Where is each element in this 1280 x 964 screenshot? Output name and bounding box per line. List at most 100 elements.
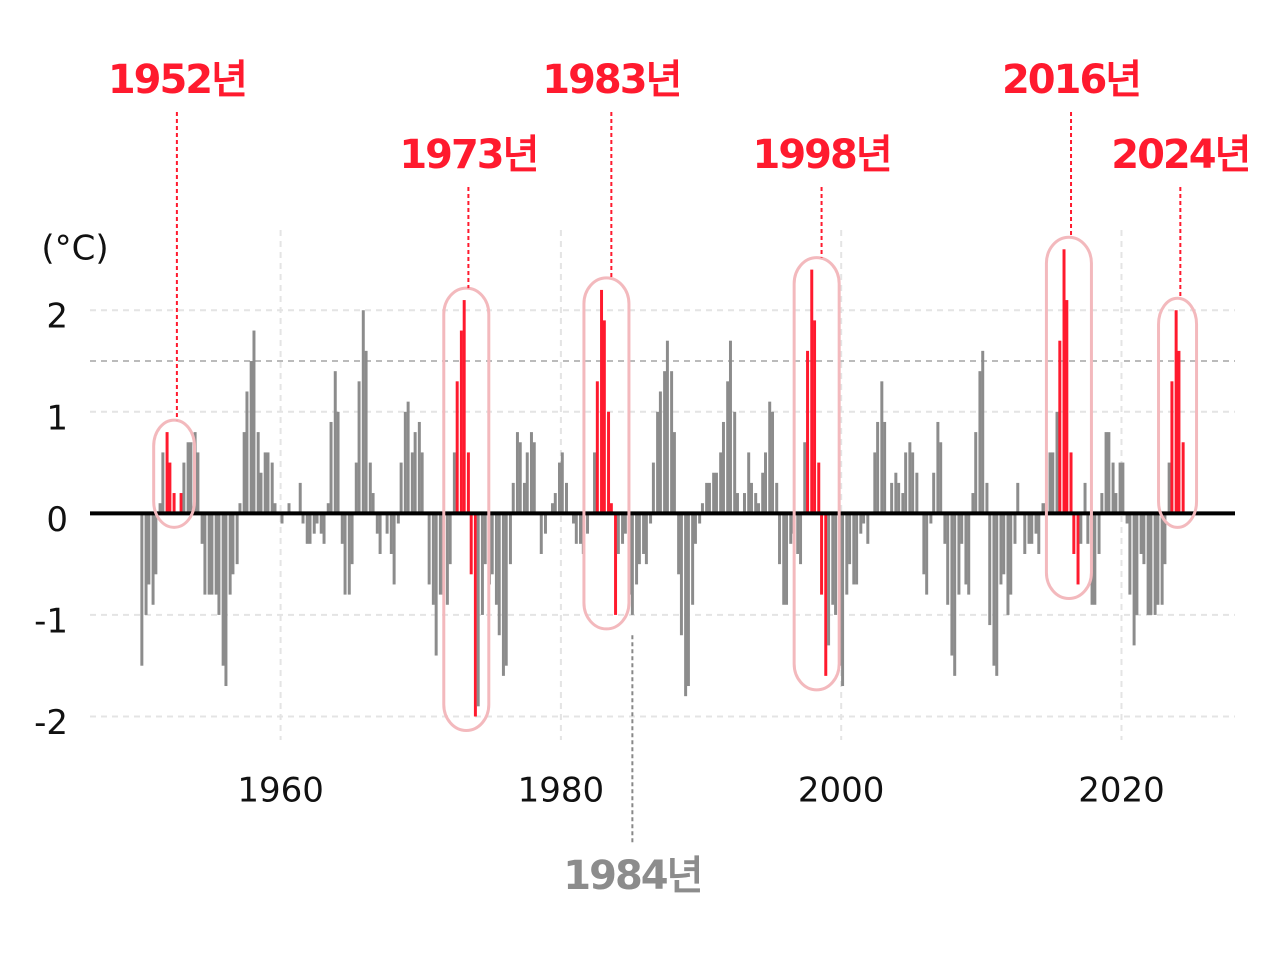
- unit-label: (°C): [41, 229, 108, 269]
- bar: [574, 513, 578, 544]
- bar: [270, 462, 274, 514]
- bar: [883, 421, 887, 514]
- bar: [831, 513, 835, 605]
- bar: [932, 472, 936, 514]
- bar: [1135, 513, 1139, 615]
- bar: [455, 381, 459, 514]
- bar: [1062, 249, 1066, 514]
- bar: [672, 432, 676, 514]
- bar: [925, 513, 929, 595]
- bar: [312, 513, 316, 534]
- bar: [1167, 462, 1171, 514]
- bar: [151, 513, 155, 605]
- bar: [616, 513, 620, 554]
- bar: [221, 513, 225, 666]
- bar: [483, 513, 487, 565]
- bar: [775, 482, 779, 514]
- bar: [165, 432, 169, 514]
- bar: [813, 320, 817, 514]
- bar: [992, 513, 996, 666]
- bar: [245, 391, 249, 514]
- bar: [1079, 513, 1083, 544]
- bar: [494, 513, 498, 605]
- bar: [700, 503, 704, 514]
- bar: [347, 513, 351, 595]
- highlight-box: [582, 276, 631, 631]
- bar: [343, 513, 347, 595]
- annotation-label: 2024년: [1111, 132, 1249, 178]
- bar: [614, 513, 618, 615]
- bar: [1051, 452, 1055, 514]
- bar: [806, 350, 810, 514]
- bar: [873, 452, 877, 514]
- bar: [707, 482, 711, 514]
- bar: [1023, 513, 1027, 554]
- bar: [939, 442, 943, 514]
- bar: [735, 493, 739, 514]
- bar: [586, 513, 590, 534]
- bar: [922, 513, 926, 575]
- bar: [511, 482, 515, 514]
- bar: [1107, 432, 1111, 514]
- bar: [186, 442, 190, 514]
- bar: [273, 503, 277, 514]
- annotation-label: 2016년: [1002, 57, 1140, 103]
- bar: [1142, 513, 1146, 565]
- bar: [319, 513, 323, 534]
- bar: [593, 452, 597, 514]
- bar: [399, 462, 403, 514]
- bar: [172, 493, 176, 514]
- bar: [396, 513, 400, 524]
- x-tick-label: 1960: [237, 771, 324, 811]
- bar: [1177, 350, 1181, 514]
- bar: [1055, 411, 1059, 514]
- bar: [1027, 513, 1031, 544]
- bar: [600, 289, 604, 514]
- y-tick-label: 1: [46, 398, 68, 438]
- bar: [266, 452, 270, 514]
- bar: [742, 493, 746, 514]
- bar: [354, 462, 358, 514]
- bar: [336, 411, 340, 514]
- bar: [140, 513, 144, 666]
- bar: [974, 432, 978, 514]
- bar: [995, 513, 999, 676]
- bar: [656, 411, 660, 514]
- bar: [1100, 493, 1104, 514]
- bar: [911, 452, 915, 514]
- bar: [686, 513, 690, 687]
- bar: [834, 513, 838, 615]
- bar: [434, 513, 438, 656]
- bar: [200, 513, 204, 544]
- y-tick-label: -2: [34, 703, 68, 743]
- y-tick-label: -1: [34, 601, 68, 641]
- bar: [529, 432, 533, 514]
- bar: [1139, 513, 1143, 554]
- bar: [684, 513, 688, 697]
- bar: [228, 513, 232, 595]
- bar: [371, 493, 375, 514]
- bar: [1093, 513, 1097, 605]
- bar: [259, 472, 263, 514]
- bar: [1104, 432, 1108, 514]
- bar: [389, 513, 393, 554]
- bar: [799, 513, 803, 565]
- bar: [550, 503, 554, 514]
- bar: [908, 442, 912, 514]
- bar: [649, 513, 653, 524]
- bar: [210, 513, 214, 595]
- bar: [462, 300, 466, 514]
- bar: [565, 482, 568, 514]
- bar: [375, 513, 379, 534]
- bar: [845, 513, 849, 595]
- bar: [252, 330, 256, 514]
- bar: [644, 513, 648, 565]
- bar: [602, 320, 606, 514]
- bar: [1170, 381, 1174, 514]
- bar: [1058, 340, 1062, 514]
- bar: [764, 452, 767, 514]
- bar: [768, 401, 772, 514]
- bar: [960, 513, 964, 544]
- annotation-label: 1952년: [108, 57, 246, 103]
- bar: [595, 381, 599, 514]
